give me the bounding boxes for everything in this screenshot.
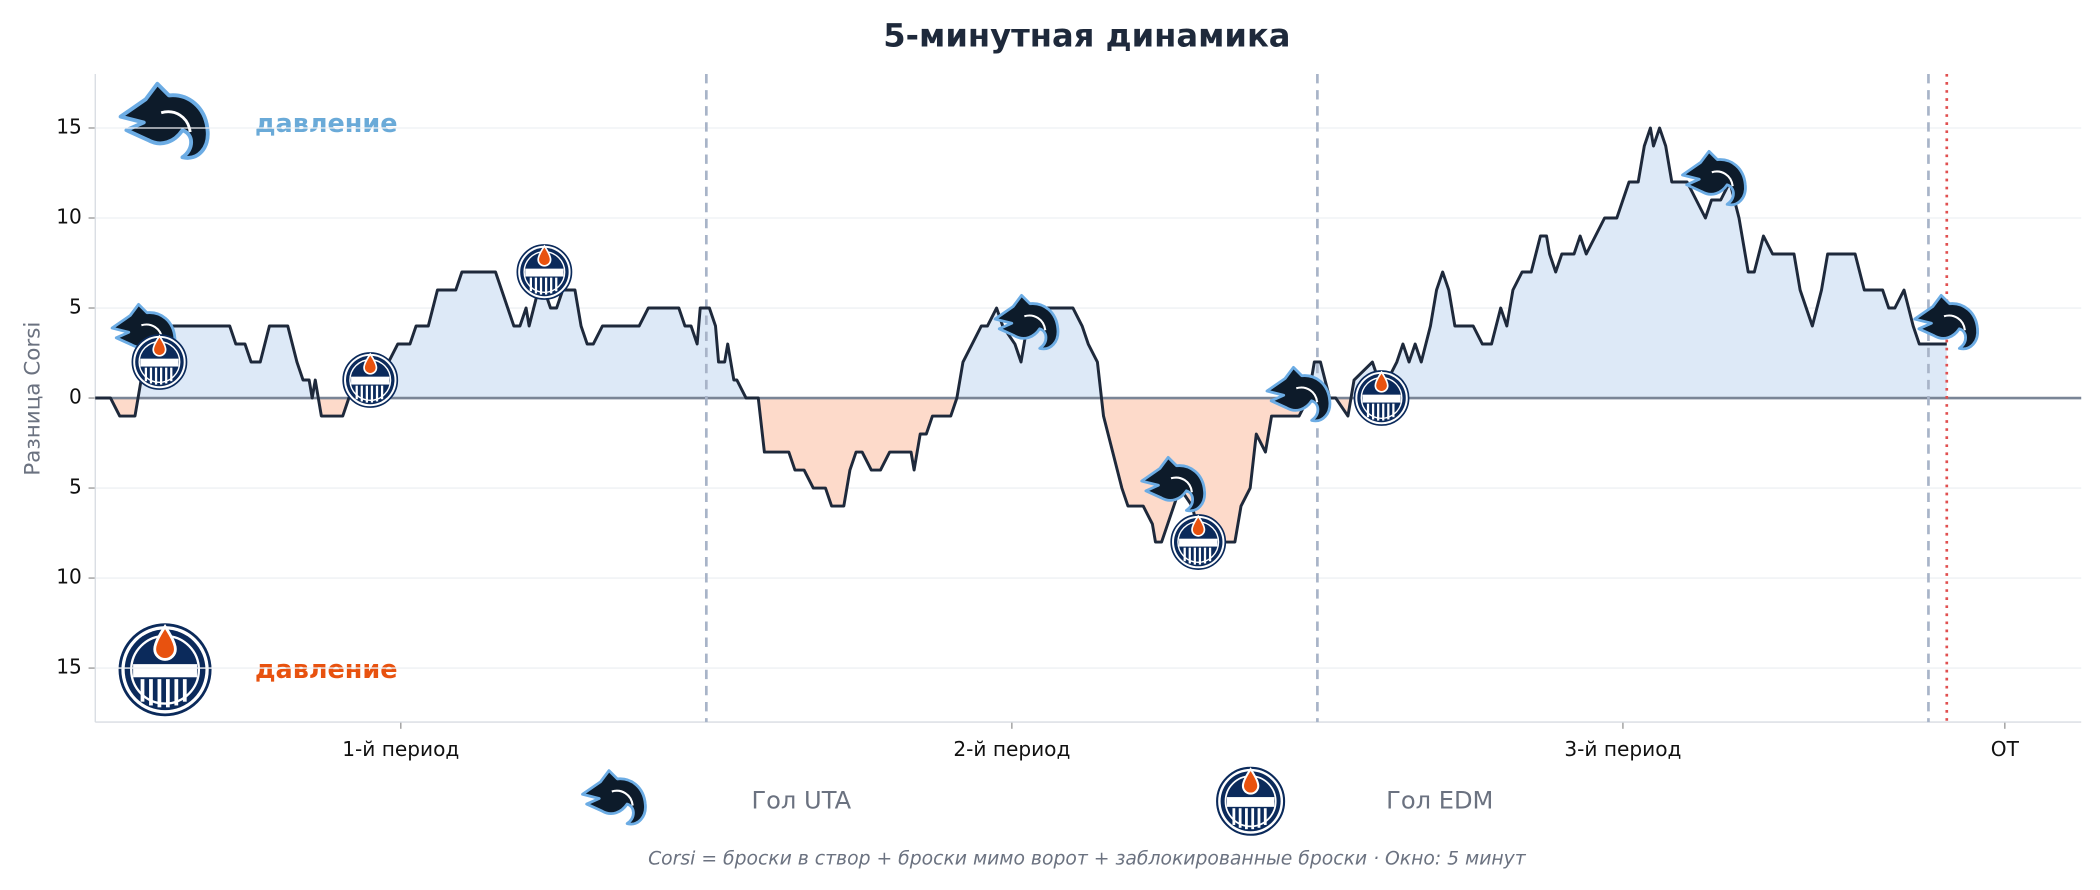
pressure-label: давление: [255, 109, 398, 139]
goal-marker: [131, 334, 188, 390]
x-tick-label: 1-й период: [342, 737, 459, 761]
legend-icon: [1216, 766, 1286, 836]
goal-marker: [342, 352, 399, 408]
edm-logo: [118, 623, 212, 717]
legend-icon: [581, 769, 647, 826]
x-tick-label: 3-й период: [1564, 737, 1681, 761]
y-tick-label: 0: [69, 385, 82, 409]
chart-title: 5-минутная динамика: [883, 17, 1290, 55]
goal-marker: [1353, 370, 1410, 426]
x-tick-label: OT: [1991, 737, 2020, 761]
uta-logo: [118, 81, 210, 160]
y-tick-label: 10: [56, 205, 82, 229]
y-tick-label: 5: [69, 295, 82, 319]
legend-label: Гол EDM: [1386, 786, 1493, 814]
pressure-label: давление: [255, 655, 398, 685]
legend-label: Гол UTA: [751, 786, 851, 814]
y-tick-label: 15: [56, 114, 82, 138]
y-tick-label: 10: [56, 565, 82, 589]
y-tick-label: 15: [56, 655, 82, 679]
y-axis-label: Разница Corsi: [21, 322, 46, 476]
y-tick-label: 5: [69, 475, 82, 499]
goal-marker: [516, 244, 573, 300]
legend: Гол UTA Гол EDM: [581, 766, 1493, 836]
area-positive: [95, 127, 1947, 399]
corsi-line: [95, 126, 1947, 544]
x-tick-label: 2-й период: [953, 737, 1070, 761]
goal-marker: [1170, 514, 1227, 570]
footnote: Corsi = броски в створ + броски мимо вор…: [648, 848, 1527, 869]
